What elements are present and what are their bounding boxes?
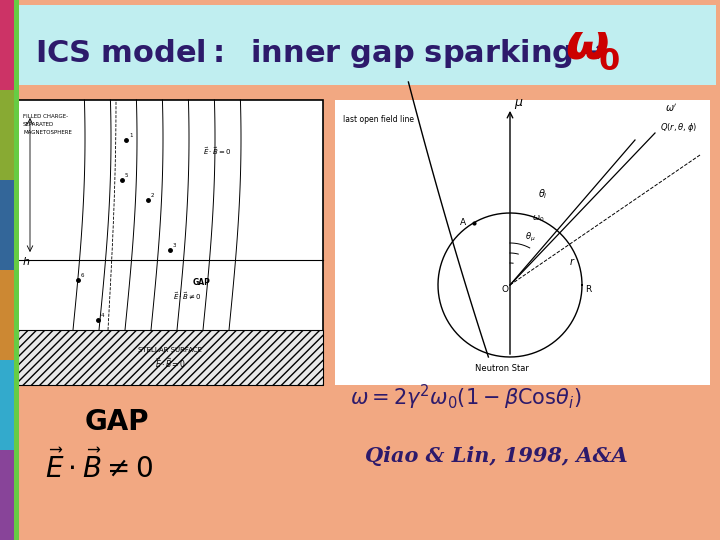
Bar <box>0 180 14 270</box>
Bar <box>0 360 14 450</box>
Text: O: O <box>502 285 509 294</box>
Bar <box>18 100 323 385</box>
Text: Qiao & Lin, 1998, A&A: Qiao & Lin, 1998, A&A <box>365 446 628 466</box>
Text: $\mu$: $\mu$ <box>514 97 523 111</box>
Text: STELLAR SURFACE: STELLAR SURFACE <box>138 347 202 353</box>
Bar <box>0 450 14 540</box>
Bar <box>18 330 323 385</box>
Text: last open field line: last open field line <box>343 115 414 124</box>
Text: $\boldsymbol{\omega}$: $\boldsymbol{\omega}$ <box>565 21 608 70</box>
Text: $\theta_i$: $\theta_i$ <box>538 187 548 201</box>
Text: R: R <box>585 285 591 294</box>
Text: GAP: GAP <box>193 278 211 287</box>
Text: 6: 6 <box>81 273 84 278</box>
Text: 5: 5 <box>125 173 128 178</box>
Text: h: h <box>23 257 30 267</box>
Text: $\vec{E}\cdot\vec{B}=0$: $\vec{E}\cdot\vec{B}=0$ <box>203 145 232 157</box>
Text: r: r <box>570 257 574 267</box>
Bar <box>14 0 19 540</box>
Text: $Q(r,\theta,\phi)$: $Q(r,\theta,\phi)$ <box>660 121 697 134</box>
Text: MAGNETOSPHERE: MAGNETOSPHERE <box>23 130 72 135</box>
Text: FILLED CHARGE-: FILLED CHARGE- <box>23 114 68 119</box>
Text: 3: 3 <box>173 243 176 248</box>
Text: A: A <box>460 218 466 227</box>
Bar <box>19 5 716 85</box>
Text: 4: 4 <box>101 313 104 318</box>
Text: $\vec{E}\cdot\vec{B}\neq 0$: $\vec{E}\cdot\vec{B}\neq 0$ <box>173 291 202 302</box>
Bar <box>0 0 14 90</box>
Text: $\theta_\mu$: $\theta_\mu$ <box>525 231 536 244</box>
Text: 2: 2 <box>151 193 155 198</box>
Bar <box>0 90 14 180</box>
Bar <box>0 270 14 360</box>
Text: $\omega'$: $\omega'$ <box>665 102 678 114</box>
Bar <box>335 100 710 385</box>
Text: $\omega=2\gamma^2\omega_0(1-\beta\mathrm{Cos}\theta_i)$: $\omega=2\gamma^2\omega_0(1-\beta\mathrm… <box>350 383 581 412</box>
Text: $\vec{E}\cdot\vec{B}\neq 0$: $\vec{E}\cdot\vec{B}\neq 0$ <box>45 450 153 484</box>
Text: Neutron Star: Neutron Star <box>475 364 529 373</box>
Text: $\omega_0$: $\omega_0$ <box>532 213 544 224</box>
Text: $\vec{E}\cdot\vec{B}=0$: $\vec{E}\cdot\vec{B}=0$ <box>155 356 186 370</box>
Text: GAP: GAP <box>85 408 150 436</box>
Text: $\mathbf{0}$: $\mathbf{0}$ <box>598 46 620 78</box>
Text: 1: 1 <box>129 133 132 138</box>
Text: SEPARATED: SEPARATED <box>23 122 54 127</box>
Text: $\bf{ICS\ model:\ \ inner\ gap\ sparking \rightarrow}$: $\bf{ICS\ model:\ \ inner\ gap\ sparking… <box>35 37 606 70</box>
